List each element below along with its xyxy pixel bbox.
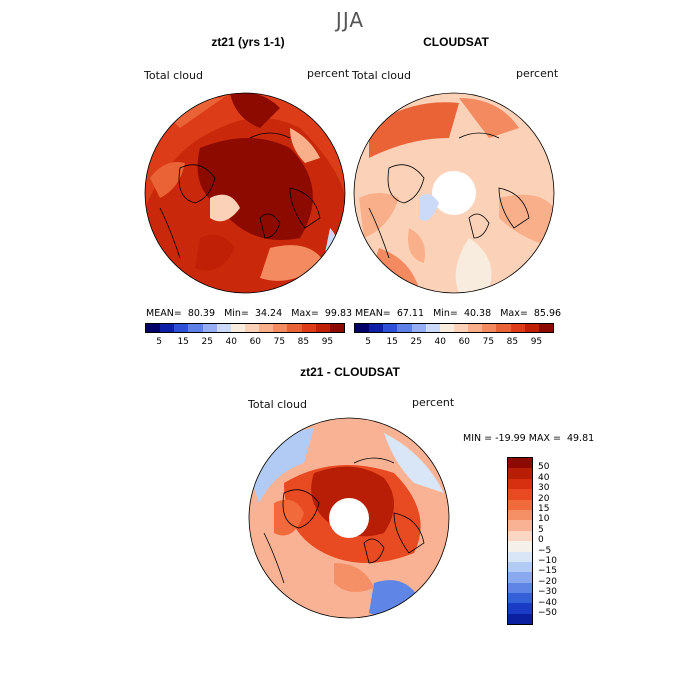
colorbar-tick-label: 40 [225, 337, 237, 347]
colorbar-swatch [146, 324, 161, 332]
colorbar-tick-label: 95 [321, 337, 334, 347]
colorbar-tick-label: 25 [201, 337, 213, 347]
colorbar-tick-label: 15 [386, 337, 398, 347]
colorbar-tick-label: 60 [458, 337, 471, 347]
diff-min-max: MIN = -19.99 MAX = 49.81 [463, 433, 595, 444]
colorbar-swatch [508, 509, 532, 521]
colorbar-swatch [411, 324, 426, 332]
obs-polar-map [353, 92, 555, 294]
colorbar-tick-label: 40 [538, 472, 550, 483]
colorbar-swatch [329, 324, 344, 332]
colorbar-tick-label: 10 [538, 514, 550, 525]
colorbar-swatch [508, 520, 532, 531]
colorbar-tick-label: 95 [530, 337, 543, 347]
model-colorbar [145, 323, 345, 333]
colorbar-tick-label: 25 [410, 337, 422, 347]
colorbar-swatch [510, 324, 525, 332]
colorbar-swatch [439, 324, 454, 332]
colorbar-tick-label: −50 [538, 608, 557, 618]
colorbar-tick-label: 40 [434, 337, 446, 347]
colorbar-swatch [301, 324, 316, 332]
colorbar-tick-label: 30 [538, 483, 550, 494]
colorbar-tick-label: 50 [538, 462, 550, 473]
colorbar-swatch [508, 551, 532, 562]
colorbar-swatch [355, 324, 370, 332]
colorbar-tick-label: 75 [273, 337, 286, 347]
colorbar-swatch [524, 324, 539, 332]
colorbar-swatch [508, 489, 532, 500]
colorbar-tick-label: 75 [482, 337, 495, 347]
obs-colorbar [354, 323, 554, 333]
colorbar-swatch [508, 593, 532, 604]
diff-field-label: Total cloud [248, 398, 307, 411]
colorbar-swatch [425, 324, 440, 332]
colorbar-swatch [508, 458, 532, 469]
diff-panel-title: zt21 - CLOUDSAT [300, 365, 400, 379]
colorbar-swatch [508, 603, 532, 614]
obs-panel-title: CLOUDSAT [423, 35, 489, 49]
model-stats: MEAN= 80.39 Min= 34.24 Max= 99.83 [146, 308, 353, 319]
colorbar-swatch [273, 324, 288, 332]
colorbar-swatch [216, 324, 231, 332]
colorbar-swatch [508, 561, 532, 573]
colorbar-swatch [202, 324, 217, 332]
colorbar-tick-label: −10 [538, 556, 557, 566]
colorbar-tick-label: 60 [249, 337, 262, 347]
figure-title: JJA [335, 8, 365, 32]
colorbar-swatch [287, 324, 302, 332]
obs-stats: MEAN= 67.11 Min= 40.38 Max= 85.96 [355, 308, 562, 319]
model-panel-title: zt21 (yrs 1-1) [211, 35, 285, 49]
colorbar-tick-label: −40 [538, 597, 557, 608]
colorbar-swatch [482, 324, 497, 332]
colorbar-tick-label: 5 [156, 337, 163, 347]
colorbar-tick-label: 5 [538, 524, 544, 535]
colorbar-swatch [538, 324, 553, 332]
colorbar-swatch [188, 324, 203, 332]
obs-units-label: percent [516, 67, 559, 80]
colorbar-swatch [508, 582, 532, 594]
colorbar-swatch [496, 324, 511, 332]
obs-field-label: Total cloud [352, 69, 411, 82]
colorbar-swatch [244, 324, 260, 332]
diff-polar-map [248, 417, 450, 619]
colorbar-swatch [230, 324, 245, 332]
model-polar-map [144, 92, 346, 294]
model-field-label: Total cloud [144, 69, 203, 82]
colorbar-swatch [160, 324, 175, 332]
colorbar-swatch [383, 324, 398, 332]
colorbar-swatch [453, 324, 469, 332]
colorbar-swatch [508, 478, 532, 490]
colorbar-swatch [508, 572, 532, 583]
colorbar-tick-label: 0 [538, 535, 544, 546]
colorbar-tick-label: 5 [365, 337, 372, 347]
diff-colorbar [507, 457, 533, 626]
colorbar-swatch [174, 324, 189, 332]
colorbar-swatch [397, 324, 412, 332]
colorbar-tick-label: 85 [506, 337, 519, 347]
colorbar-tick-label: −20 [538, 576, 557, 587]
colorbar-tick-label: 20 [538, 493, 550, 504]
colorbar-swatch [508, 541, 532, 552]
colorbar-swatch [508, 530, 532, 542]
colorbar-tick-label: −30 [538, 587, 557, 598]
colorbar-swatch [369, 324, 384, 332]
colorbar-tick-label: −15 [538, 566, 557, 577]
colorbar-tick-label: 85 [297, 337, 310, 347]
model-units-label: percent [307, 67, 350, 80]
colorbar-tick-label: −5 [538, 545, 552, 556]
colorbar-swatch [315, 324, 330, 332]
colorbar-tick-label: 15 [538, 504, 550, 514]
colorbar-swatch [259, 324, 274, 332]
colorbar-swatch [508, 499, 532, 510]
diff-units-label: percent [412, 396, 455, 409]
colorbar-swatch [508, 613, 532, 625]
colorbar-tick-label: 15 [177, 337, 189, 347]
colorbar-swatch [508, 468, 532, 479]
colorbar-swatch [468, 324, 483, 332]
